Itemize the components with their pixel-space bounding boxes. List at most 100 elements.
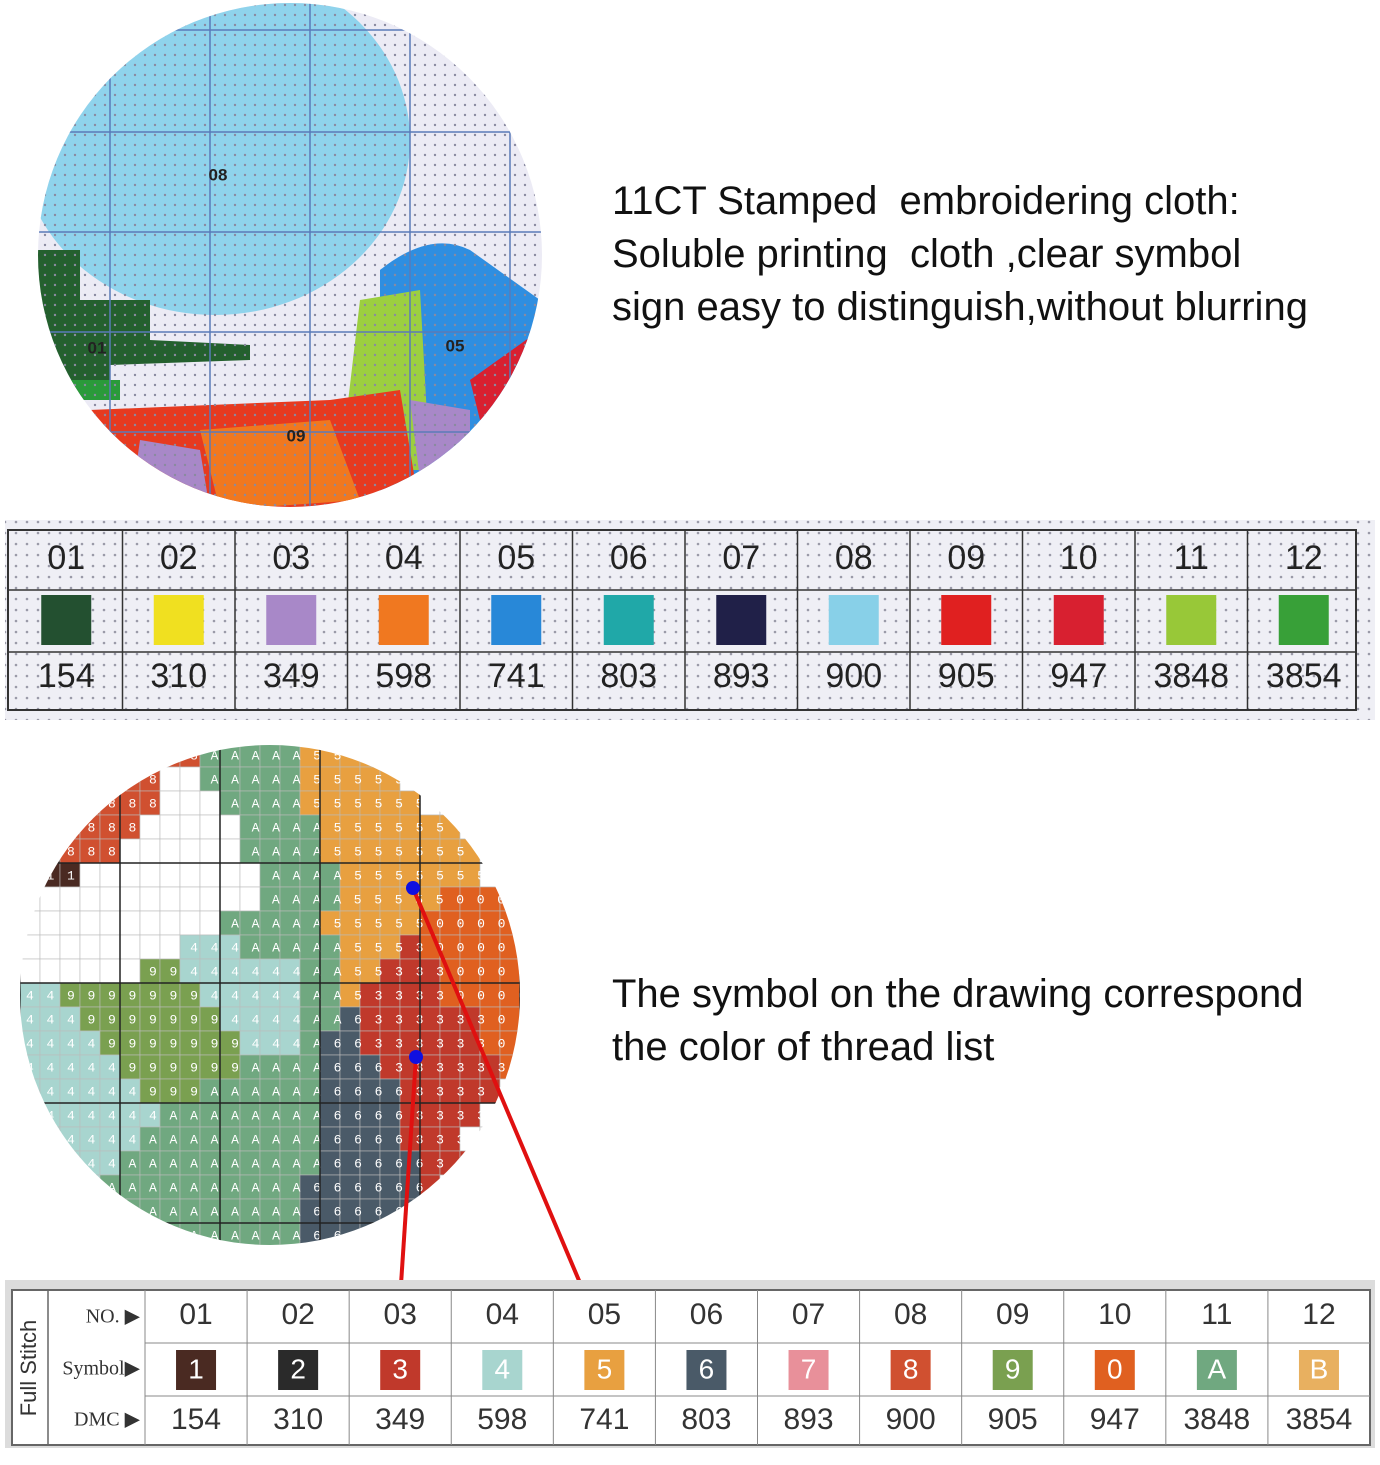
cloth-swatch <box>941 595 992 645</box>
symbol-label: 09 <box>287 426 306 445</box>
caption-bottom: The symbol on the drawing correspond the … <box>612 968 1303 1074</box>
pattern-cell <box>79 1222 101 1245</box>
pattern-cell <box>479 766 501 792</box>
chart-dmc: 905 <box>988 1403 1038 1436</box>
pattern-cell <box>479 1126 501 1152</box>
symbol: 5 <box>597 1353 613 1384</box>
pattern-cell <box>399 745 421 768</box>
pattern-row: 44499999994444AA633333300 <box>26 1012 526 1027</box>
pattern-cell <box>379 745 401 768</box>
chart-dmc: 947 <box>1090 1403 1140 1436</box>
row-label: DMC ▶ <box>74 1409 141 1431</box>
symbol-swatch <box>380 1350 421 1390</box>
pattern-cell <box>459 814 481 840</box>
caption-line: Soluble printing cloth ,clear symbol <box>612 232 1242 276</box>
chart-dmc: 803 <box>681 1403 731 1436</box>
pattern-cell <box>79 1198 101 1224</box>
pattern-cell <box>20 1174 41 1200</box>
pattern-cell <box>59 1150 81 1176</box>
pattern-row: 44999999944444AA533330000 <box>26 988 526 1003</box>
caption-line: the color of thread list <box>612 1025 995 1069</box>
symbol-swatch <box>992 1350 1033 1390</box>
row-label: NO. ▶ <box>86 1306 141 1328</box>
pattern-cell <box>39 1222 61 1245</box>
pattern-row: 8888AAAAA5555 <box>26 748 526 763</box>
pattern-cell <box>479 745 501 768</box>
pattern-cell <box>479 1150 501 1176</box>
pattern-cell <box>459 790 481 816</box>
pattern-cell <box>59 790 81 816</box>
pattern-cell <box>119 1222 141 1245</box>
pattern-cell <box>499 838 520 864</box>
pattern-cell <box>59 766 81 792</box>
pattern-cell <box>119 1198 141 1224</box>
pattern-row: 4444444AAAAAAAA66663333 <box>26 1108 526 1123</box>
pattern-cell <box>439 766 461 792</box>
pattern-cell <box>139 745 161 768</box>
pattern-row: 00AAAAAAAAAAAA666666 <box>26 1204 526 1219</box>
pattern-cell <box>499 862 520 888</box>
cloth-dmc: 900 <box>825 657 882 695</box>
pattern-cell <box>39 1150 61 1176</box>
chart-number: 05 <box>588 1298 621 1331</box>
symbol-swatch <box>1196 1350 1237 1390</box>
pattern-cell <box>419 1222 441 1245</box>
pattern-cell <box>20 1126 41 1152</box>
pattern-cell <box>439 1222 461 1245</box>
cloth-dmc: 598 <box>375 657 432 695</box>
pattern-cell <box>20 1222 41 1245</box>
symbol-swatch <box>686 1350 727 1390</box>
pattern-cell <box>459 1174 481 1200</box>
pattern-cell <box>159 1222 181 1245</box>
pattern-cell <box>39 1174 61 1200</box>
pattern-row: 1888 AAAA55555555 <box>26 844 526 859</box>
zoom-bottom: 8888AAAAA5555 888 AAAAA55555 8888 AAAA55… <box>20 745 546 1245</box>
pattern-cell <box>419 766 441 792</box>
pattern-row: 44449999999444A6633333300 <box>26 1036 526 1051</box>
chart-dmc: 893 <box>784 1403 834 1436</box>
pattern-cell <box>99 1198 121 1224</box>
symbol-swatch <box>1298 1350 1339 1390</box>
chart-number: 11 <box>1201 1298 1232 1331</box>
cloth-texture <box>5 520 1375 720</box>
pattern-cell <box>79 1174 101 1200</box>
cloth-swatch <box>1166 595 1217 645</box>
pattern-cell <box>499 745 520 768</box>
cloth-swatch <box>41 595 92 645</box>
symbol: 9 <box>1005 1353 1021 1384</box>
cloth-dmc: 349 <box>263 657 320 695</box>
cloth-dmc: 947 <box>1050 657 1107 695</box>
symbol: 3 <box>392 1353 408 1384</box>
chart-number: 03 <box>384 1298 417 1331</box>
pattern-cell <box>59 814 81 840</box>
pattern-cell <box>379 1222 401 1245</box>
chart-dmc: 3848 <box>1184 1403 1251 1436</box>
symbol-label: 05 <box>446 336 465 355</box>
cloth-number: 12 <box>1285 539 1323 577</box>
pattern-row: AAAAAAAAAAAA66666 <box>26 1228 526 1243</box>
pattern-row: 44444999999AAAA6663333330 <box>26 1060 526 1075</box>
cloth-number: 03 <box>272 539 310 577</box>
chart-dmc: 154 <box>171 1403 221 1436</box>
pattern-cell <box>439 790 461 816</box>
symbol: 4 <box>495 1353 511 1384</box>
pattern-cell <box>439 1174 461 1200</box>
pattern-cell <box>179 1222 201 1245</box>
chart-number: 01 <box>179 1298 212 1331</box>
pattern-cell <box>20 766 41 792</box>
pattern-cell <box>20 1150 41 1176</box>
pattern-row: AAAA555550000 <box>26 892 546 907</box>
pattern-row: 444444999AAAAAA666633333 <box>26 1084 526 1099</box>
pattern-row: 0444AAAAAAAAAA6666663 <box>26 1180 526 1195</box>
pattern-row: 99444444AA553330000 <box>26 964 526 979</box>
pattern-row: 888 AAAAA55555 <box>26 772 526 787</box>
pattern-cell <box>119 766 141 792</box>
pattern-cell <box>379 1198 401 1224</box>
pattern-cell <box>39 1102 61 1128</box>
cloth-dmc: 741 <box>488 657 545 695</box>
caption-line: The symbol on the drawing correspond <box>612 972 1304 1016</box>
pattern-cell <box>339 1222 361 1245</box>
chart-dmc: 598 <box>477 1403 527 1436</box>
pattern-cell <box>399 1198 421 1224</box>
